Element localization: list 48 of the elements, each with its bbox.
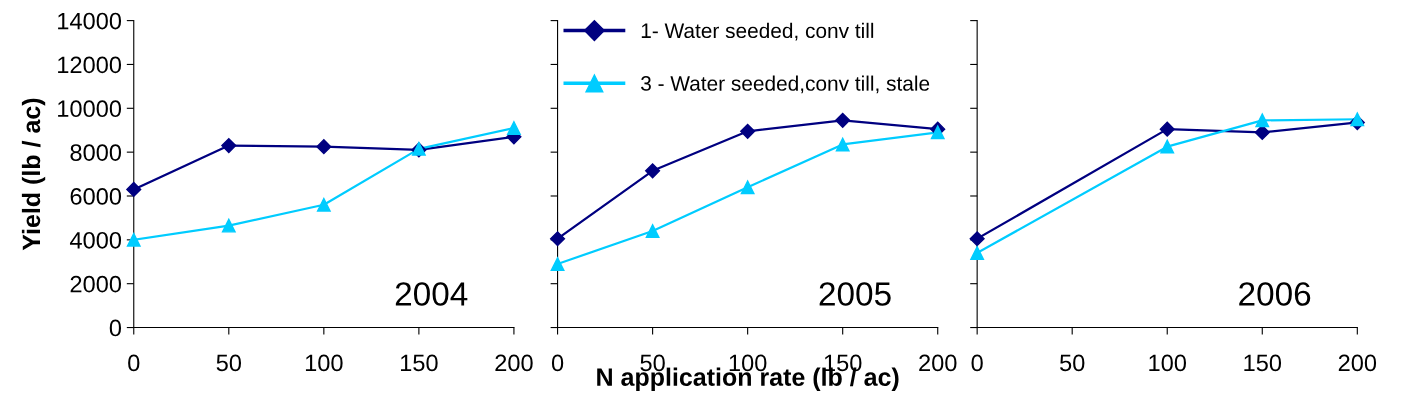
point xyxy=(835,137,850,152)
annotation: 2004 xyxy=(395,282,468,306)
x-tick-label: 0 xyxy=(971,354,983,372)
x-tick-label: 200 xyxy=(919,354,957,372)
point xyxy=(550,257,565,271)
x-tick-label: 150 xyxy=(1244,354,1282,372)
point xyxy=(1255,113,1270,128)
y-tick-label: 10000 xyxy=(58,100,122,118)
point xyxy=(126,232,141,247)
point xyxy=(221,218,236,233)
point xyxy=(126,181,142,197)
y-tick-label: 2000 xyxy=(70,275,122,293)
point xyxy=(970,246,985,260)
point xyxy=(1159,121,1175,137)
annotation: 2005 xyxy=(819,282,891,306)
point xyxy=(645,224,660,239)
y-tick-label: 14000 xyxy=(58,12,122,30)
point xyxy=(316,197,331,212)
point xyxy=(969,231,985,247)
annotation: 2006 xyxy=(1239,282,1311,306)
point xyxy=(740,180,755,195)
x-tick-label: 200 xyxy=(495,354,533,372)
point xyxy=(549,231,566,247)
point xyxy=(1350,112,1365,127)
x-tick-label: 100 xyxy=(1149,354,1187,372)
point xyxy=(221,137,237,154)
x-tick-label: 200 xyxy=(1338,354,1377,372)
point xyxy=(645,163,661,179)
point xyxy=(835,112,851,128)
y-tick-label: 0 xyxy=(109,319,122,337)
point xyxy=(506,121,521,135)
point xyxy=(316,139,332,155)
x-tick-label: 50 xyxy=(216,354,242,372)
x-tick-label: 100 xyxy=(305,354,343,372)
x-tick-label: 0 xyxy=(551,354,564,372)
y-tick-label: 8000 xyxy=(70,144,122,161)
x-tick-label: 150 xyxy=(400,354,438,372)
point xyxy=(1160,139,1175,154)
y-tick-label: 12000 xyxy=(58,56,122,74)
legend-label: 1- Water seeded, conv till xyxy=(641,22,874,41)
y-axis-title: Yield (lb / ac) xyxy=(21,98,46,251)
y-tick-label: 4000 xyxy=(69,231,122,249)
x-tick-label: 0 xyxy=(128,354,140,372)
point xyxy=(740,123,756,139)
y-tick-label: 6000 xyxy=(70,188,122,205)
x-tick-label: 50 xyxy=(1060,354,1085,372)
point xyxy=(930,125,945,140)
legend-label: 3 - Water seeded,conv till, stale xyxy=(641,75,930,94)
